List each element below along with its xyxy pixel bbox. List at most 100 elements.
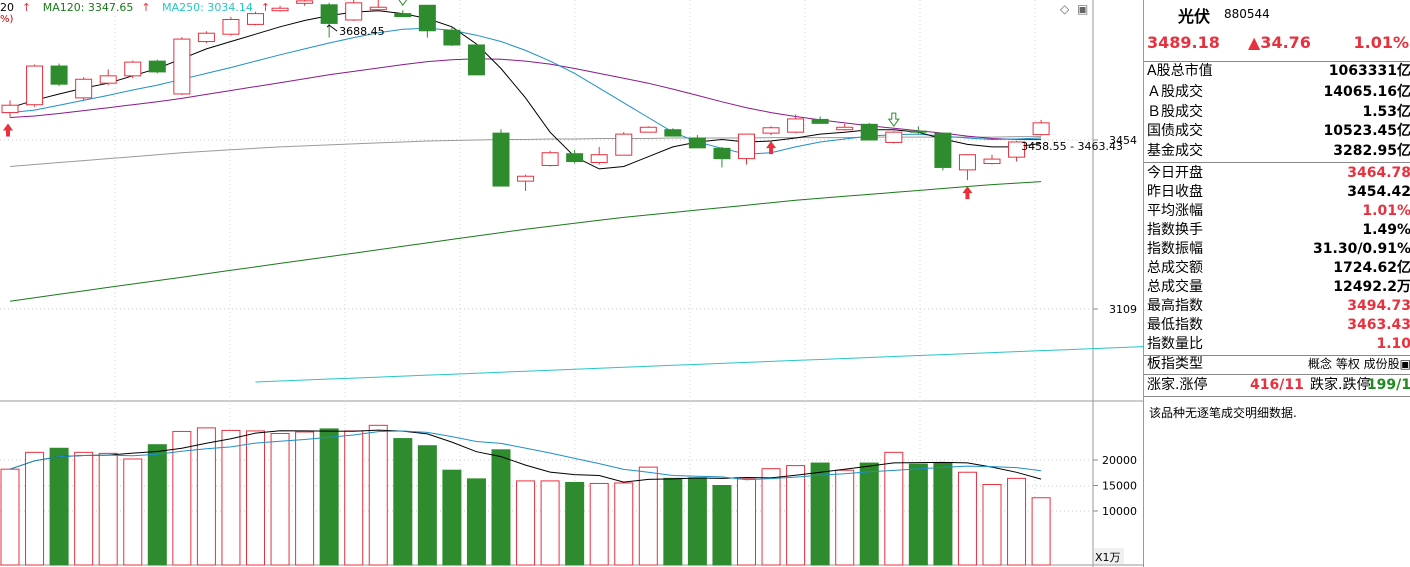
stat-value: 3494.73 (1347, 298, 1410, 314)
volume-bar (663, 477, 683, 566)
volume-bar (540, 480, 560, 566)
volume-bar (466, 478, 486, 566)
stat-label: Ｂ股成交 (1147, 104, 1203, 120)
stat-label: 板指类型 (1147, 356, 1203, 372)
high-marker (326, 24, 338, 32)
candle-body (99, 75, 117, 84)
stat-label: 平均涨幅 (1147, 203, 1203, 219)
candle-body (222, 18, 240, 35)
ma5-line (9, 10, 1042, 170)
stat-value: 1724.62亿 (1333, 260, 1410, 276)
down-count-value: 199/1 (1366, 377, 1410, 393)
stat-label: 国债成交 (1147, 123, 1203, 139)
candle-body (958, 154, 976, 171)
stat-row: 平均涨幅 1.01% (1144, 202, 1410, 221)
stat-value: 1.01% (1362, 203, 1410, 219)
candle-body (345, 2, 363, 21)
change-percent: 1.01% (1353, 33, 1409, 52)
volume-bar (957, 471, 977, 566)
stat-label: 昨日收盘 (1147, 184, 1203, 200)
volume-bar (687, 477, 707, 566)
volume-ma5-line (9, 429, 1042, 483)
volume-bar (0, 468, 20, 566)
stat-row: 昨日收盘 3454.42 (1144, 183, 1410, 202)
divider (1144, 374, 1410, 375)
ma250-line (255, 346, 1143, 383)
candle-body (909, 130, 927, 133)
down-count-label: 跌家.跌停 (1310, 377, 1371, 393)
divider (1144, 162, 1410, 163)
stat-value: 1.53亿 (1362, 104, 1410, 120)
diamond-icon[interactable]: ◇ (1060, 2, 1070, 16)
candle-body (1008, 141, 1026, 158)
candle-body (247, 13, 264, 25)
volume-unit: X1万 (1095, 551, 1121, 564)
volume-bar (368, 424, 388, 566)
volume-bar (884, 451, 904, 566)
candle-body (443, 29, 461, 46)
candle-body (467, 44, 485, 76)
volume-bar (982, 483, 1002, 566)
volume-bar (516, 480, 536, 566)
volume-axis-label: 15000 (1102, 480, 1137, 493)
divider (1144, 355, 1410, 356)
candle-body (124, 61, 142, 77)
volume-bar (442, 469, 462, 566)
stat-value: 3464.78 (1347, 165, 1410, 181)
last-price: 3489.18 (1147, 33, 1220, 52)
volume-bar (589, 482, 609, 566)
volume-bar (74, 451, 94, 566)
volume-bar (196, 427, 216, 566)
stat-value: 1063331亿 (1328, 63, 1410, 79)
legend-ma-left: 20 (0, 1, 14, 14)
panel-toggle-icon[interactable]: ▣ (1077, 2, 1089, 16)
kline-chart[interactable]: 3454 3109 20000 15000 10000 X1万 3688.45 3458.55… (0, 0, 1143, 567)
legend-ma250: MA250: 3034.14 (162, 1, 253, 14)
price-axis-label: 3454 (1109, 134, 1137, 147)
buy-signal-icon (766, 141, 777, 155)
stat-value: 3454.42 (1347, 184, 1410, 200)
candle-body (566, 153, 584, 163)
volume-bar (1031, 497, 1051, 566)
volume-bar (761, 468, 781, 566)
volume-bar (614, 482, 634, 566)
volume-axis-label: 10000 (1102, 505, 1137, 518)
stat-label: Ａ股成交 (1147, 84, 1203, 100)
candle-body (664, 129, 682, 137)
ma120-line (9, 181, 1042, 302)
stat-row: 基金成交 3282.95亿 (1144, 142, 1410, 161)
divider (1144, 61, 1410, 62)
volume-bar (835, 469, 855, 566)
sell-signal-icon (398, 0, 408, 7)
stat-row: 指数换手 1.49% (1144, 221, 1410, 240)
candle-body (369, 6, 387, 11)
index-code: 880544 (1224, 7, 1270, 21)
stat-value: 1.49% (1362, 222, 1410, 238)
candle-body (811, 118, 829, 124)
buy-signal-icon (962, 186, 973, 200)
volume-bar (123, 458, 143, 566)
stat-label: 最高指数 (1147, 298, 1203, 314)
up-count-label: 涨家.涨停 (1147, 377, 1208, 393)
candle-body (197, 32, 215, 43)
volume-bar (270, 432, 290, 566)
candle-body (713, 147, 731, 160)
volume-bar (25, 451, 45, 566)
candle-body (26, 65, 44, 106)
candle-body (492, 132, 510, 187)
candle-body (762, 127, 780, 134)
pct-hint: %) (0, 14, 14, 25)
stat-row: 指数振幅 31.30/0.91% (1144, 240, 1410, 259)
kline-chart-area[interactable]: 3454 3109 20000 15000 10000 X1万 3688.45 3458.55… (0, 0, 1143, 567)
volume-bar (859, 462, 879, 566)
candle-body (615, 133, 633, 156)
up-count-value: 416/11 (1250, 377, 1304, 393)
candle-body (296, 0, 314, 4)
stat-label: 总成交额 (1147, 260, 1203, 276)
candle-body (983, 158, 1001, 165)
stat-value[interactable]: 概念 等权 成份股▣ (1308, 357, 1410, 371)
price-change: ▲34.76 (1248, 33, 1311, 52)
candle-body (836, 126, 854, 131)
index-name: 光伏 (1178, 7, 1211, 26)
breadth-row: 涨家.涨停 416/11 跌家.跌停 199/1 (1144, 376, 1410, 395)
